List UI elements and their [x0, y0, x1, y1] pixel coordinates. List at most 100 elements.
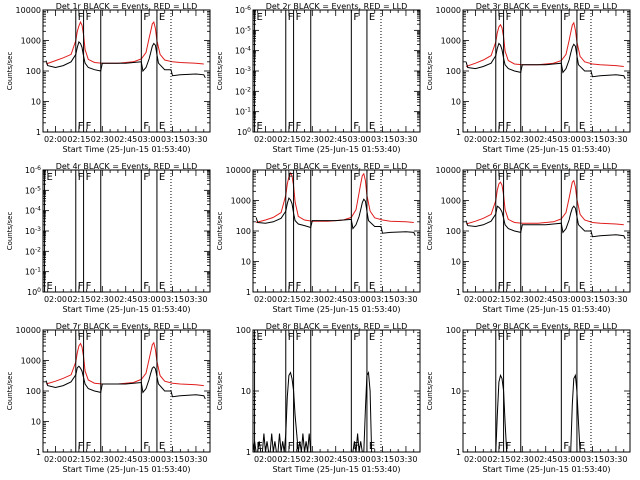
- time-marker-label: F: [563, 12, 569, 23]
- lld-series-line: [45, 341, 204, 387]
- x-tick-label: 02:30: [301, 455, 324, 464]
- y-axis-label: Counts/sec: [6, 372, 14, 411]
- y-tick-label: 1: [36, 128, 41, 137]
- panel-title: Det 8r BLACK = Events, RED = LLD: [266, 322, 408, 331]
- detector-panel: 1 10 100 02:00 02:15 02:30 02:45 03:00 03:15 03:3…: [216, 322, 421, 474]
- y-tick-label: 10-5: [235, 25, 251, 35]
- y-tick-label: 1: [246, 448, 251, 457]
- events-series-line: [45, 365, 206, 400]
- x-tick-label: 03:00: [348, 455, 371, 464]
- plot-frame: [462, 9, 631, 133]
- y-tick-label: 10000: [436, 6, 461, 15]
- y-tick-label: 10-1: [235, 107, 251, 117]
- y-tick-label: 1: [246, 288, 251, 297]
- x-tick-label: 02:00: [464, 135, 487, 144]
- y-tick-label: 1: [36, 448, 41, 457]
- x-tick-label: 03:30: [394, 135, 417, 144]
- time-marker-label: F: [296, 441, 302, 452]
- events-series-line: [255, 197, 416, 236]
- plot-frame: [252, 9, 421, 133]
- panel-title: Det 9r BLACK = Events, RED = LLD: [476, 322, 618, 331]
- y-tick-label: 10: [241, 258, 251, 267]
- x-tick-label: 02:00: [464, 455, 487, 464]
- y-tick-label: 10-5: [25, 185, 41, 195]
- plot-frame: [252, 169, 421, 293]
- lld-series-line: [465, 179, 624, 226]
- events-series-line: [465, 42, 626, 80]
- x-axis-label: Start Time (25-Jun-15 01:53:40): [63, 465, 191, 474]
- time-marker-label: E: [159, 121, 165, 132]
- time-marker-label: F: [498, 332, 504, 343]
- y-tick-label: 10-1: [25, 267, 41, 277]
- x-tick-label: 03:30: [394, 295, 417, 304]
- x-tick-label: 02:15: [487, 295, 510, 304]
- y-axis-label: Counts/sec: [216, 212, 224, 251]
- events-series-line: [252, 370, 373, 453]
- x-tick-label: 02:45: [114, 135, 137, 144]
- time-marker-label: F: [78, 441, 84, 452]
- panel-title: Det 3r BLACK = Events, RED = LLD: [476, 2, 618, 11]
- time-marker-label: E: [47, 281, 53, 292]
- time-marker-label: F: [506, 441, 512, 452]
- time-marker-label: E: [579, 172, 585, 183]
- time-marker-label: F: [143, 121, 149, 132]
- y-tick-label: 100: [26, 67, 41, 76]
- x-tick-label: 02:30: [301, 295, 324, 304]
- time-marker-label: F: [86, 12, 92, 23]
- x-tick-label: 03:00: [138, 295, 161, 304]
- time-marker-label: F: [353, 172, 359, 183]
- plot-frame: [42, 9, 211, 133]
- y-tick-label: 1000: [21, 37, 41, 46]
- y-tick-label: 1000: [231, 197, 251, 206]
- time-marker-label: F: [288, 172, 294, 183]
- y-tick-label: 1000: [441, 197, 461, 206]
- y-axis-label: Counts/sec: [6, 212, 14, 251]
- time-marker-label: F: [506, 332, 512, 343]
- detector-panel: 1 10 100 1000 10000 02:00 02:15 02:30 02:45 03:00…: [6, 2, 211, 154]
- x-tick-label: 02:45: [114, 455, 137, 464]
- x-tick-label: 03:30: [184, 295, 207, 304]
- time-marker-label: F: [563, 121, 569, 132]
- time-marker-label: F: [353, 12, 359, 23]
- x-axis-label: Start Time (25-Jun-15 01:53:40): [63, 305, 191, 314]
- time-marker-label: F: [498, 12, 504, 23]
- time-marker-label: F: [498, 172, 504, 183]
- time-marker-label: E: [159, 281, 165, 292]
- time-marker-label: E: [257, 332, 263, 343]
- y-tick-label: 10-4: [25, 206, 41, 216]
- y-tick-label: 100: [446, 227, 461, 236]
- y-tick-label: 10-6: [235, 5, 251, 15]
- time-marker-label: F: [563, 332, 569, 343]
- y-tick-label: 10: [451, 387, 461, 396]
- y-tick-label: 1000: [441, 37, 461, 46]
- panel-title: Det 5r BLACK = Events, RED = LLD: [266, 162, 408, 171]
- panel-title: Det 1r BLACK = Events, RED = LLD: [56, 2, 198, 11]
- x-tick-label: 03:00: [138, 135, 161, 144]
- time-marker-label: F: [296, 121, 302, 132]
- y-axis-label: Counts/sec: [216, 52, 224, 91]
- x-tick-label: 02:45: [534, 135, 557, 144]
- y-tick-label: 10: [31, 98, 41, 107]
- time-marker-label: F: [288, 12, 294, 23]
- x-tick-label: 03:15: [581, 295, 604, 304]
- time-marker-label: E: [579, 441, 585, 452]
- time-marker-label: F: [86, 281, 92, 292]
- time-marker-label: F: [296, 332, 302, 343]
- time-marker-label: E: [579, 281, 585, 292]
- x-tick-label: 02:15: [277, 295, 300, 304]
- y-tick-label: 10000: [226, 166, 251, 175]
- y-tick-label: 10-3: [235, 66, 251, 76]
- x-tick-label: 03:00: [138, 455, 161, 464]
- y-tick-label: 10: [451, 258, 461, 267]
- events-series-line: [465, 205, 626, 240]
- x-tick-label: 03:30: [604, 295, 627, 304]
- y-axis-label: Counts/sec: [426, 212, 434, 251]
- y-tick-label: 10000: [16, 326, 41, 335]
- time-marker-label: E: [369, 12, 375, 23]
- x-tick-label: 03:15: [161, 295, 184, 304]
- time-marker-label: F: [288, 281, 294, 292]
- x-tick-label: 02:00: [254, 135, 277, 144]
- x-axis-label: Start Time (25-Jun-15 01:53:40): [483, 145, 611, 154]
